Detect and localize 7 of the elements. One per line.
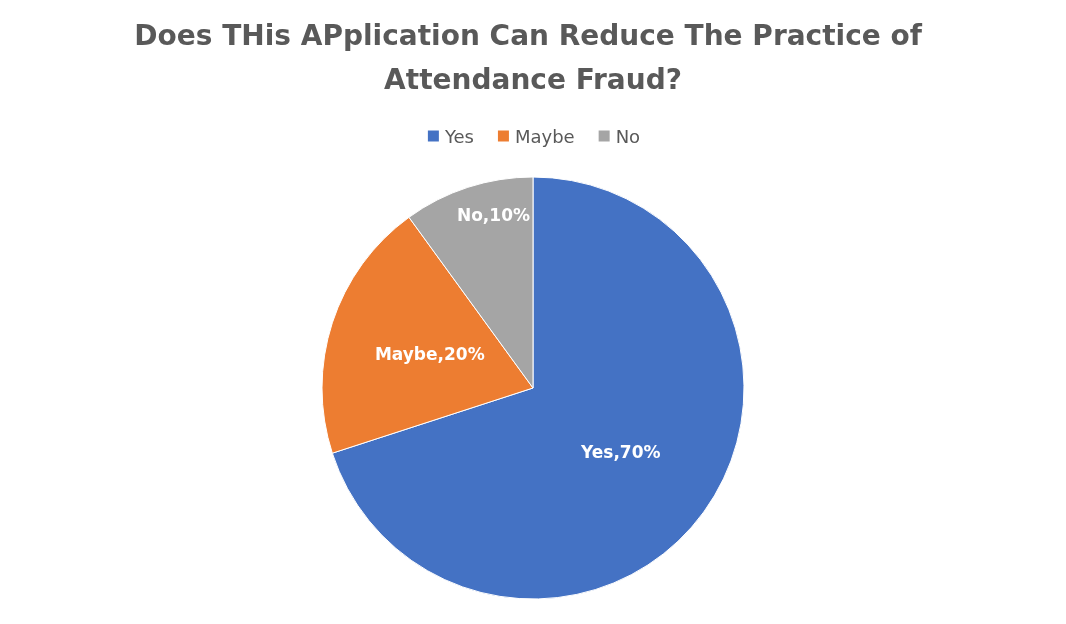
legend-label: Maybe	[514, 125, 575, 147]
legend-label: No	[615, 125, 641, 147]
data-label: No,10%	[456, 204, 530, 225]
data-label: Maybe,20%	[374, 344, 485, 365]
chart-title: Does THis APplication Can Reduce The Practice of Attendance Fraud?	[134, 18, 932, 96]
legend-label: Yes	[443, 125, 474, 147]
data-label: Yes,70%	[580, 441, 661, 462]
